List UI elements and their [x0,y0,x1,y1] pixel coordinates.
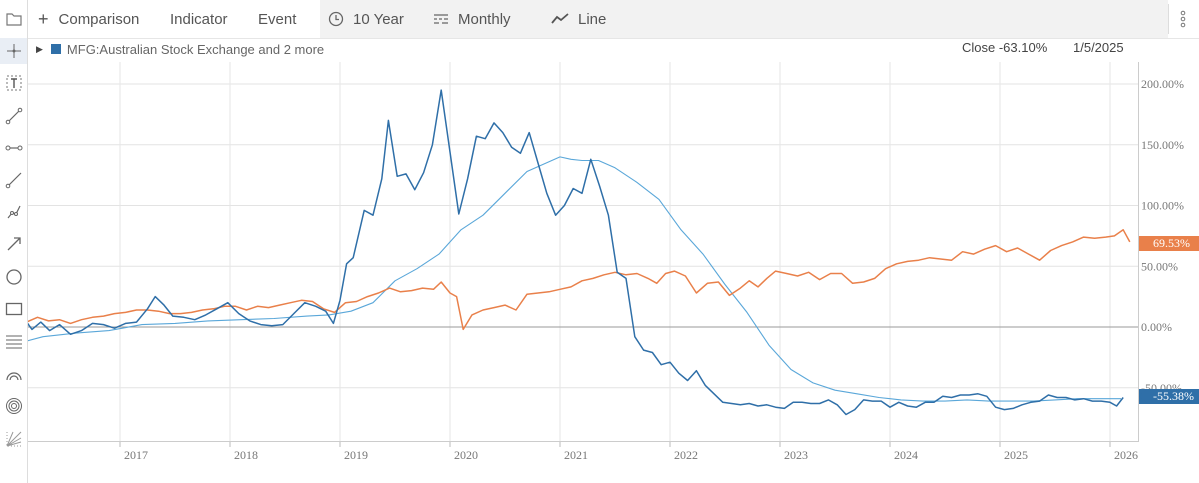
arrow-icon [7,237,21,251]
plot-right-border [1138,62,1139,442]
arc-icon [5,372,22,381]
concentric-circles-icon [5,398,22,414]
x-tick-label: 2019 [344,448,368,462]
orange-series-value-tag: 69.53% [1139,236,1199,251]
y-tick-label: 100.00% [1141,199,1184,213]
event-button[interactable]: Event [258,0,296,38]
fibonacci-circle-tool[interactable] [0,393,27,419]
comparison-label: Comparison [58,10,140,28]
series-color-swatch [50,44,61,54]
fibonacci-arc-tool[interactable] [0,361,27,387]
comparison-button[interactable]: + Comparison [38,0,139,38]
circle-tool[interactable] [0,264,27,290]
close-date: 1/5/2025 [1073,40,1124,55]
fibonacci-tool[interactable] [0,329,27,355]
rectangle-icon [5,302,22,316]
x-tick-label: 2025 [1004,448,1028,462]
polyline-tool[interactable] [0,199,27,225]
moving-average-line [15,156,1121,402]
text-tool[interactable] [0,70,27,96]
x-tick-label: 2020 [454,448,478,462]
folder-icon[interactable] [0,0,28,38]
y-tick-label: 50.00% [1141,259,1178,273]
fan-icon [6,431,21,447]
trend-line-tool[interactable] [0,103,27,129]
crosshair-icon [6,44,21,58]
more-options-button[interactable] [1180,0,1186,38]
line-chart-icon [551,13,569,25]
drawing-tools-sidebar [0,38,28,483]
fibonacci-lines-icon [5,335,22,349]
period-label: 10 Year [353,10,404,28]
interval-icon [433,13,449,25]
indicator-button[interactable]: Indicator [170,0,228,38]
y-tick-label: 200.00% [1141,77,1184,91]
interval-label: Monthly [458,10,511,28]
expand-caret-icon[interactable]: ▶ [36,43,43,54]
crosshair-tool[interactable] [0,38,27,64]
x-axis-labels: 2017 2018 2019 2020 2021 2022 2023 2024 2025 2026 [124,448,1138,462]
event-label: Event [258,10,297,28]
x-tick-label: 2021 [564,448,588,462]
y-axis-labels: 200.00%150.00%100.00%50.00%0.00%-50.00% [1141,77,1184,395]
plot-bottom-border [28,441,1139,442]
y-tick-label: 150.00% [1141,138,1184,152]
toolbar-separator [1168,4,1169,34]
series-legend[interactable]: ▶ MFG:Australian Stock Exchange and 2 mo… [36,40,324,58]
toolbar-options-area [320,0,1168,38]
arrow-tool[interactable] [0,231,27,257]
x-tick-label: 2022 [674,448,698,462]
close-value: Close -63.10% [962,40,1048,55]
x-tick-label: 2026 [1114,448,1138,462]
x-tick-label: 2017 [124,448,148,462]
x-tick-label: 2024 [894,448,918,462]
y-tick-label: 0.00% [1141,320,1172,334]
text-box-icon [6,75,21,91]
clock-icon [328,11,344,27]
plus-icon: + [38,8,49,29]
horizontal-line-tool[interactable] [0,135,27,161]
rectangle-tool[interactable] [0,296,27,322]
horizontal-line-icon [5,145,22,151]
comparison-series-line [15,229,1131,331]
chart-type-label: Line [578,10,607,28]
primary-series-line [14,89,1124,416]
gann-fan-tool[interactable] [0,426,27,452]
orange-tag-text: 69.53% [1153,236,1190,250]
series-layer [14,89,1131,416]
x-tick-label: 2018 [234,448,258,462]
circle-icon [5,269,22,285]
period-button[interactable]: 10 Year [328,0,404,38]
horizontal-gridlines [28,83,1138,389]
blue-series-value-tag: -55.38% [1139,389,1199,404]
trend-line-icon [5,107,22,125]
indicator-label: Indicator [170,10,228,28]
ray-tool[interactable] [0,167,27,193]
x-tick-label: 2023 [784,448,808,462]
interval-button[interactable]: Monthly [433,0,511,38]
legend-label: MFG:Australian Stock Exchange and 2 more [66,41,325,57]
vertical-dots-icon [1180,10,1186,28]
polyline-icon [7,205,21,219]
chart-type-button[interactable]: Line [551,0,606,38]
vertical-gridlines [119,62,1111,447]
top-toolbar: + Comparison Indicator Event 10 Year Mon… [0,0,1199,39]
ray-icon [5,172,21,189]
blue-tag-text: -55.38% [1153,389,1194,403]
